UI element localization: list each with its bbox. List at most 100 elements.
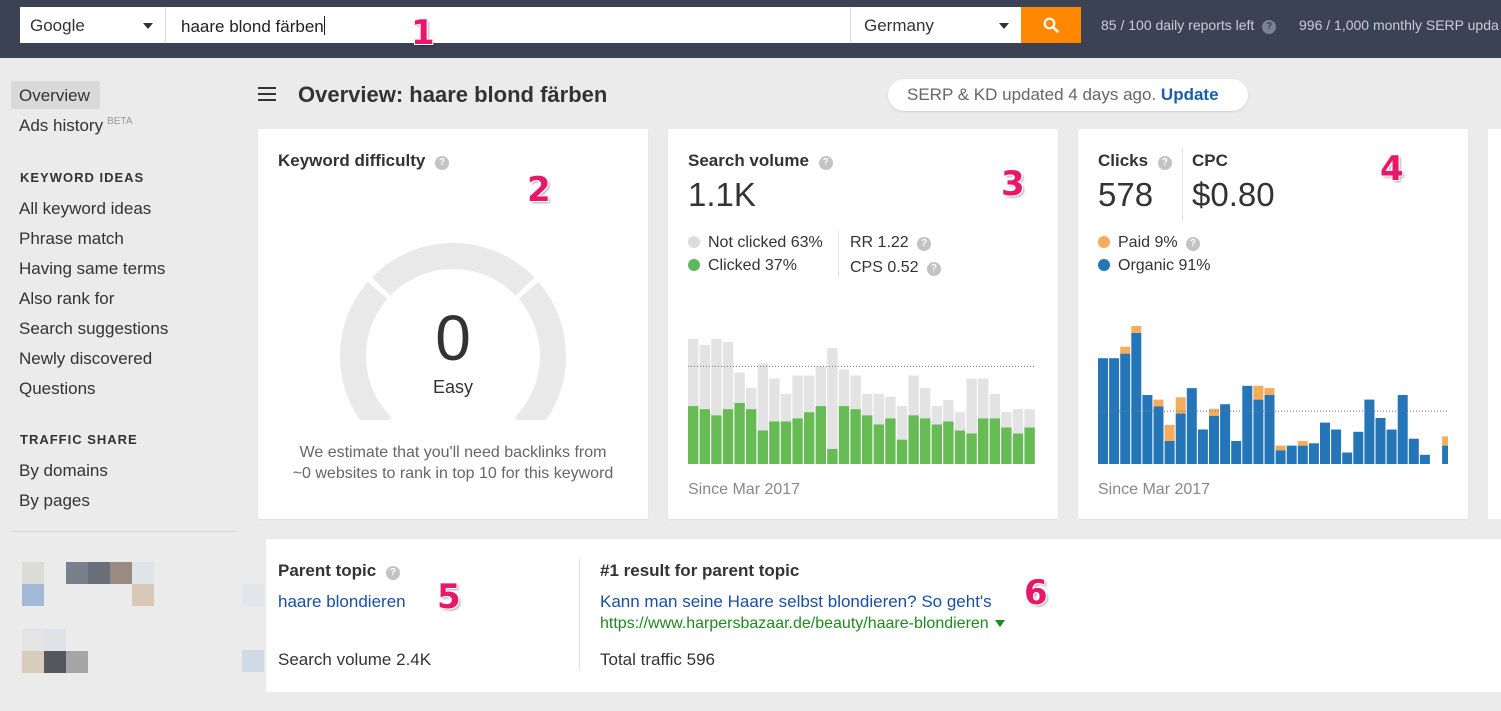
caret-down-icon[interactable] bbox=[994, 620, 1005, 627]
legend-organic: Organic 91% bbox=[1098, 257, 1211, 275]
bar-clicked bbox=[873, 424, 884, 464]
bar-organic bbox=[1408, 438, 1419, 464]
bar-clicked bbox=[734, 403, 745, 464]
bar-not-clicked bbox=[792, 375, 803, 419]
bar-clicked bbox=[815, 406, 826, 464]
bar-paid bbox=[1209, 408, 1219, 416]
kd-title: Keyword difficulty ? bbox=[278, 151, 450, 171]
bar-not-clicked bbox=[722, 342, 734, 410]
bar-organic bbox=[1442, 445, 1448, 464]
bar-clicked bbox=[827, 448, 838, 464]
country-select[interactable]: Germany bbox=[850, 7, 1021, 43]
parent-topic-title-text: Parent topic bbox=[278, 561, 377, 580]
bar-clicked bbox=[850, 409, 861, 464]
legend-label: Paid 9% bbox=[1118, 234, 1178, 251]
sidebar: Overview Ads history BETA KEYWORD IDEAS A… bbox=[0, 58, 240, 711]
traffic-share-heading: TRAFFIC SHARE bbox=[20, 432, 138, 447]
callout-3: 3 bbox=[1001, 164, 1025, 204]
bar-organic bbox=[1164, 441, 1175, 464]
menu-toggle-icon[interactable] bbox=[258, 87, 276, 101]
top-result-title: #1 result for parent topic bbox=[600, 561, 800, 580]
bar-organic bbox=[1253, 399, 1264, 464]
next-card-edge bbox=[1488, 129, 1501, 519]
clicks-card: Clicks ? CPC 578 $0.80 Paid 9% ? Organic… bbox=[1078, 129, 1468, 519]
bar-paid bbox=[1175, 397, 1186, 414]
sidebar-item-by-pages[interactable]: By pages bbox=[19, 491, 90, 510]
sidebar-item-overview[interactable]: Overview bbox=[19, 86, 90, 105]
bar-organic bbox=[1153, 406, 1164, 464]
bar-clicked bbox=[711, 415, 722, 464]
callout-5: 5 bbox=[437, 577, 461, 617]
bar-clicked bbox=[885, 418, 896, 464]
search-engine-select[interactable]: Google bbox=[20, 7, 166, 43]
bar-not-clicked bbox=[920, 387, 931, 419]
bar-organic bbox=[1264, 395, 1275, 464]
sidebar-item-by-domains[interactable]: By domains bbox=[19, 461, 108, 480]
keyword-input[interactable]: haare blond färben bbox=[166, 7, 850, 43]
blurred-content bbox=[242, 584, 264, 606]
bar-organic bbox=[1275, 450, 1286, 464]
help-icon[interactable]: ? bbox=[385, 566, 400, 580]
sidebar-item-phrase-match[interactable]: Phrase match bbox=[19, 229, 124, 248]
top-result-link[interactable]: Kann man seine Haare selbst blondieren? … bbox=[600, 592, 992, 611]
bar-paid bbox=[1264, 388, 1275, 395]
callout-2: 2 bbox=[527, 170, 551, 210]
callout-6: 6 bbox=[1024, 573, 1048, 613]
volume-title-text: Search volume bbox=[688, 151, 809, 170]
bar-organic bbox=[1353, 431, 1364, 464]
search-button[interactable] bbox=[1021, 7, 1081, 43]
sidebar-item-newly-discovered[interactable]: Newly discovered bbox=[19, 349, 153, 368]
sidebar-item-having-same-terms[interactable]: Having same terms bbox=[19, 259, 166, 278]
bar-clicked bbox=[989, 418, 1000, 464]
help-icon[interactable]: ? bbox=[926, 262, 941, 276]
bar-organic bbox=[1220, 404, 1231, 464]
bar-not-clicked bbox=[780, 393, 792, 422]
bar-organic bbox=[1109, 358, 1120, 464]
clicks-title-text: Clicks bbox=[1098, 151, 1149, 170]
bar-clicked bbox=[780, 421, 792, 464]
bar-clicked bbox=[966, 433, 977, 464]
volume-title: Search volume ? bbox=[688, 151, 833, 171]
legend-swatch bbox=[1098, 259, 1110, 271]
bar-organic bbox=[1186, 388, 1197, 464]
return-rate: RR 1.22 ? bbox=[850, 234, 932, 252]
bar-not-clicked bbox=[1001, 412, 1012, 428]
sidebar-item-search-suggestions[interactable]: Search suggestions bbox=[19, 319, 169, 338]
help-icon[interactable]: ? bbox=[1157, 156, 1172, 170]
kd-description: We estimate that you'll need backlinks f… bbox=[258, 442, 648, 484]
bar-paid bbox=[1131, 326, 1142, 333]
keyword-difficulty-card: Keyword difficulty ? 0 Easy We estimate … bbox=[258, 129, 648, 519]
help-icon[interactable]: ? bbox=[1186, 237, 1201, 251]
bar-paid bbox=[1153, 399, 1164, 407]
callout-4: 4 bbox=[1380, 149, 1404, 189]
bar-organic bbox=[1286, 445, 1297, 464]
bar-paid bbox=[1275, 445, 1286, 451]
section-divider bbox=[579, 559, 580, 671]
bar-clicked bbox=[943, 421, 954, 464]
help-icon[interactable]: ? bbox=[818, 156, 833, 170]
legend-swatch bbox=[1098, 236, 1110, 248]
bar-clicked bbox=[931, 424, 942, 464]
help-icon[interactable]: ? bbox=[435, 156, 450, 170]
top-result-url[interactable]: https://www.harpersbazaar.de/beauty/haar… bbox=[600, 615, 1005, 633]
clicks-chart bbox=[1098, 326, 1448, 464]
bar-organic bbox=[1364, 399, 1375, 464]
help-icon[interactable]: ? bbox=[917, 237, 932, 251]
sidebar-item-questions[interactable]: Questions bbox=[19, 379, 96, 398]
bar-not-clicked bbox=[989, 393, 1000, 419]
update-status: SERP & KD updated 4 days ago. Update bbox=[888, 79, 1248, 111]
bar-organic bbox=[1419, 454, 1430, 464]
return-rate-text: RR 1.22 bbox=[850, 234, 909, 251]
parent-topic-link[interactable]: haare blondieren bbox=[278, 592, 406, 611]
sidebar-item-also-rank-for[interactable]: Also rank for bbox=[19, 289, 115, 308]
daily-quota: 85 / 100 daily reports left ? bbox=[1101, 17, 1277, 34]
sidebar-item-ads-history[interactable]: Ads history BETA bbox=[19, 116, 132, 136]
bar-paid bbox=[1164, 424, 1175, 441]
bar-not-clicked bbox=[943, 399, 954, 422]
bar-not-clicked bbox=[954, 412, 966, 431]
kd-description-line: ~0 websites to rank in top 10 for this k… bbox=[292, 465, 614, 482]
bar-organic bbox=[1331, 429, 1342, 464]
sidebar-item-all-keyword-ideas[interactable]: All keyword ideas bbox=[19, 199, 152, 218]
update-link[interactable]: Update bbox=[1160, 85, 1219, 104]
help-icon[interactable]: ? bbox=[1262, 20, 1277, 34]
